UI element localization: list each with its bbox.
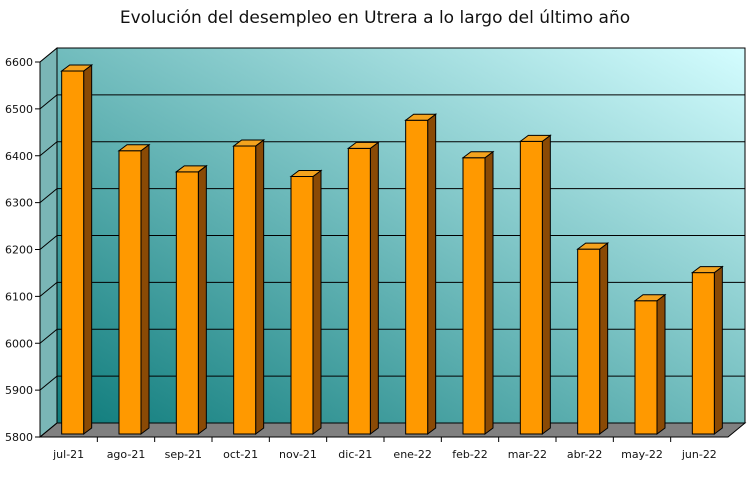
bar-side xyxy=(599,242,609,435)
bar-side xyxy=(484,150,494,435)
y-tick-label: 6300 xyxy=(5,197,33,210)
bar-top xyxy=(576,242,610,250)
y-tick-label: 5900 xyxy=(5,384,33,397)
x-tick-label: jul-21 xyxy=(52,448,84,461)
bar-front xyxy=(233,145,257,435)
bar-front xyxy=(519,140,543,435)
gridline-diagonal xyxy=(39,422,58,438)
bar-top xyxy=(690,266,724,274)
bar-may-22 xyxy=(633,293,667,435)
x-tick-label: nov-21 xyxy=(279,448,317,461)
bar-front xyxy=(290,176,314,435)
x-tick-label: oct-21 xyxy=(223,448,258,461)
bar-side xyxy=(197,164,207,435)
bar-side xyxy=(427,113,437,435)
y-tick-label: 5800 xyxy=(5,431,33,444)
x-tick-label: ene-22 xyxy=(393,448,431,461)
bar-side xyxy=(83,64,93,435)
y-tick-label: 6600 xyxy=(5,56,33,69)
bar-top xyxy=(174,165,208,173)
bar-dic-21 xyxy=(346,141,380,435)
bar-oct-21 xyxy=(232,139,266,436)
bar-top xyxy=(117,144,151,152)
bar-nov-21 xyxy=(289,169,323,435)
gridline-diagonal xyxy=(39,47,58,63)
gridline-diagonal xyxy=(39,235,58,250)
bar-jun-22 xyxy=(690,265,724,435)
x-tick-label: abr-22 xyxy=(567,448,603,461)
bar-top xyxy=(289,170,323,177)
y-tick-label: 6500 xyxy=(5,103,33,116)
bar-feb-22 xyxy=(461,150,495,435)
bar-side xyxy=(255,139,265,436)
gridline-diagonal xyxy=(39,188,58,204)
bar-front xyxy=(634,300,658,435)
bar-front xyxy=(691,272,715,435)
bar-ene-22 xyxy=(404,113,438,435)
bar-top xyxy=(404,113,438,121)
gridline-diagonal xyxy=(39,328,58,344)
bar-front xyxy=(118,150,142,435)
bar-side xyxy=(369,141,379,435)
bar-abr-22 xyxy=(576,242,610,435)
bar-top xyxy=(346,141,380,149)
x-tick-label: mar-22 xyxy=(508,448,547,461)
bar-front xyxy=(347,147,371,435)
x-tick-label: ago-21 xyxy=(107,448,146,461)
bar-ago-21 xyxy=(117,143,151,435)
bar-front xyxy=(577,248,601,435)
bar-front xyxy=(175,171,199,435)
bar-top xyxy=(633,294,667,302)
x-tick-label: dic-21 xyxy=(338,448,372,461)
bar-front xyxy=(462,157,486,435)
gridline-diagonal xyxy=(39,94,58,110)
gridline-diagonal xyxy=(39,141,58,157)
y-tick-label: 6100 xyxy=(5,290,33,303)
x-tick-label: sep-21 xyxy=(165,448,202,461)
y-tick-label: 6200 xyxy=(5,244,33,257)
bar-jul-21 xyxy=(60,64,94,435)
y-tick-label: 6400 xyxy=(5,150,33,163)
bar-top xyxy=(461,151,495,159)
chart-title: Evolución del desempleo en Utrera a lo l… xyxy=(119,8,631,28)
gridline-diagonal xyxy=(39,281,58,297)
bar-top xyxy=(232,139,266,147)
bar-side xyxy=(656,293,666,435)
x-tick-label: feb-22 xyxy=(452,448,488,461)
x-tick-label: jun-22 xyxy=(681,448,717,461)
bar-side xyxy=(140,143,150,435)
bar-front xyxy=(61,70,85,435)
bar-sep-21 xyxy=(174,164,208,435)
y-tick-label: 6000 xyxy=(5,337,33,350)
bar-mar-22 xyxy=(518,134,552,435)
bar-front xyxy=(405,119,429,435)
gridline-diagonal xyxy=(39,375,58,391)
bar-side xyxy=(713,265,723,435)
bar-top xyxy=(60,64,94,72)
bar-side xyxy=(312,169,322,435)
bar-top xyxy=(518,134,552,142)
x-tick-label: may-22 xyxy=(621,448,663,461)
bar-side xyxy=(541,134,551,435)
